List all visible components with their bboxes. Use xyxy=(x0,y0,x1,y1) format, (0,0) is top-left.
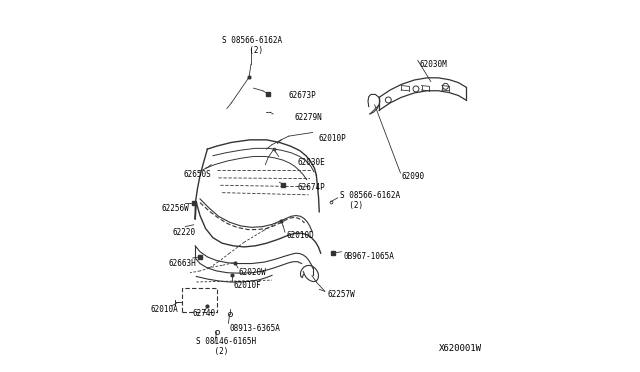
Text: 62257W: 62257W xyxy=(328,291,355,299)
Text: 62740: 62740 xyxy=(193,309,216,318)
Text: 62220: 62220 xyxy=(172,228,195,237)
Text: 62673P: 62673P xyxy=(289,91,316,100)
Text: 62010P: 62010P xyxy=(318,134,346,142)
Text: 0B967-1065A: 0B967-1065A xyxy=(344,251,395,261)
Text: 62010D: 62010D xyxy=(287,231,314,240)
Text: 62256W: 62256W xyxy=(161,203,189,213)
Text: 62010F: 62010F xyxy=(233,281,261,290)
Text: 62020W: 62020W xyxy=(239,268,266,277)
Text: 62674P: 62674P xyxy=(298,183,326,192)
Text: S 08146-6165H
    (2): S 08146-6165H (2) xyxy=(196,337,257,356)
Text: 08913-6365A: 08913-6365A xyxy=(230,324,280,333)
Text: 62663H: 62663H xyxy=(168,259,196,268)
Text: 62010A: 62010A xyxy=(150,305,178,314)
Text: S 08566-6162A
  (2): S 08566-6162A (2) xyxy=(340,191,401,211)
Text: 62030E: 62030E xyxy=(298,157,326,167)
Text: 62279N: 62279N xyxy=(294,113,322,122)
Text: S 08566-6162A
  (2): S 08566-6162A (2) xyxy=(221,36,282,55)
Text: 62090: 62090 xyxy=(401,172,424,181)
Text: 62030M: 62030M xyxy=(420,60,447,69)
Text: X620001W: X620001W xyxy=(439,344,482,353)
Text: 62650S: 62650S xyxy=(184,170,211,179)
